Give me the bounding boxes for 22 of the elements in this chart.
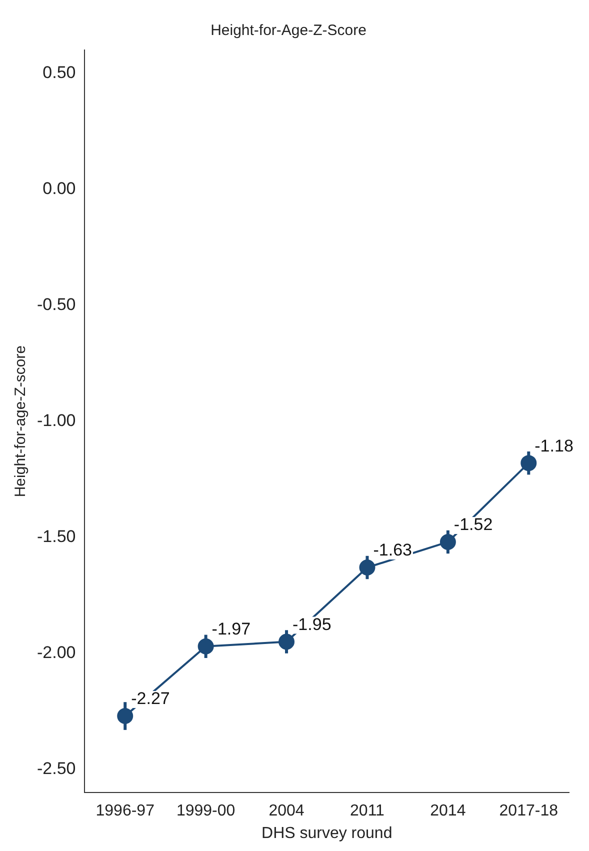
data-label: -1.52: [454, 515, 493, 534]
data-label: -1.18: [534, 436, 574, 456]
x-tick-label: 2004: [268, 802, 304, 820]
y-tick-label: -1.50: [37, 527, 76, 546]
y-tick-label: 0.00: [42, 178, 76, 198]
y-tick-label: -2.00: [37, 643, 76, 662]
y-tick-label: -0.50: [37, 294, 76, 314]
data-label: -1.95: [292, 614, 332, 634]
x-axis-title: DHS survey round: [262, 824, 392, 842]
y-tick-label: -1.00: [37, 410, 76, 430]
x-tick-label: 1999-00: [176, 802, 236, 820]
data-label: -2.27: [131, 689, 170, 708]
chart-title: Height-for-Age-Z-Score: [210, 22, 366, 40]
y-axis-title: Height-for-age-Z-score: [12, 345, 30, 498]
data-label: -1.63: [373, 540, 412, 560]
x-tick-label: 2011: [350, 802, 385, 820]
x-tick-label: 2017-18: [499, 802, 558, 820]
data-label: -1.97: [212, 620, 251, 639]
x-tick-label: 2014: [430, 802, 466, 820]
x-tick-label: 1996-97: [96, 802, 155, 820]
y-tick-label: 0.50: [42, 62, 76, 82]
y-tick-label: -2.50: [37, 759, 76, 778]
